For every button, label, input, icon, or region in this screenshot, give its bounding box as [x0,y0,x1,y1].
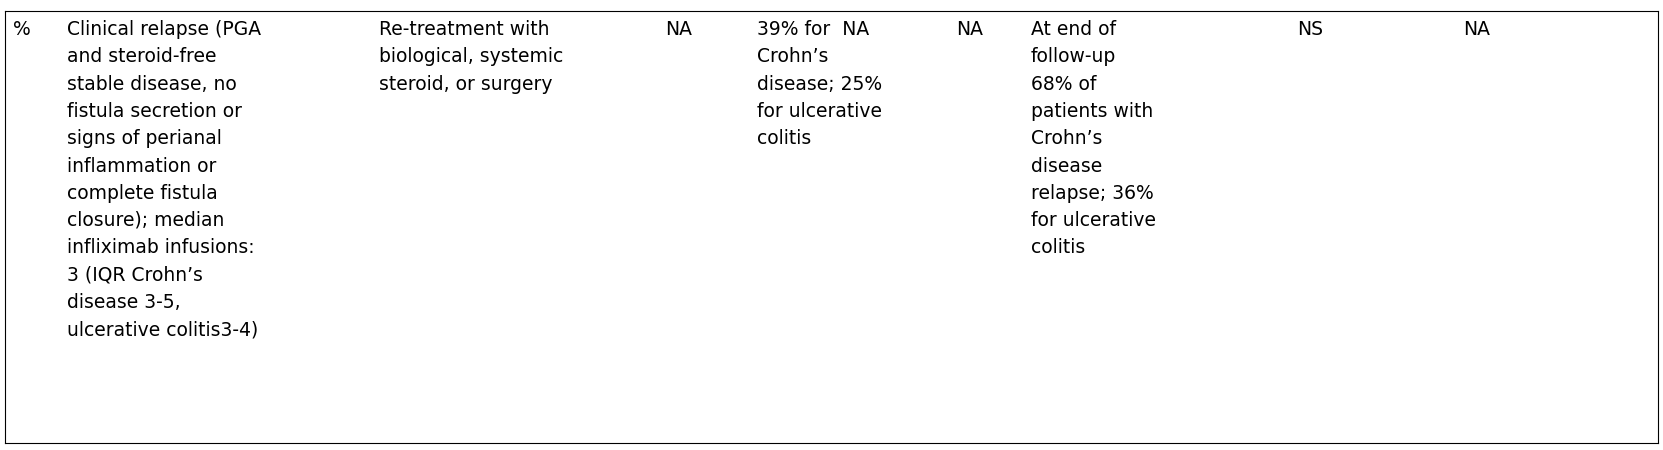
Text: NA: NA [956,20,983,39]
Text: Clinical relapse (PGA
and steroid-free
stable disease, no
fistula secretion or
s: Clinical relapse (PGA and steroid-free s… [67,20,261,339]
Text: NS: NS [1297,20,1324,39]
Text: At end of
follow-up
68% of
patients with
Crohn’s
disease
relapse; 36%
for ulcera: At end of follow-up 68% of patients with… [1031,20,1156,257]
Text: NA: NA [1463,20,1490,39]
Text: 39% for  NA
Crohn’s
disease; 25%
for ulcerative
colitis: 39% for NA Crohn’s disease; 25% for ulce… [757,20,881,148]
Text: %: % [13,20,32,39]
Text: NA: NA [665,20,692,39]
Text: Re-treatment with
biological, systemic
steroid, or surgery: Re-treatment with biological, systemic s… [379,20,564,94]
